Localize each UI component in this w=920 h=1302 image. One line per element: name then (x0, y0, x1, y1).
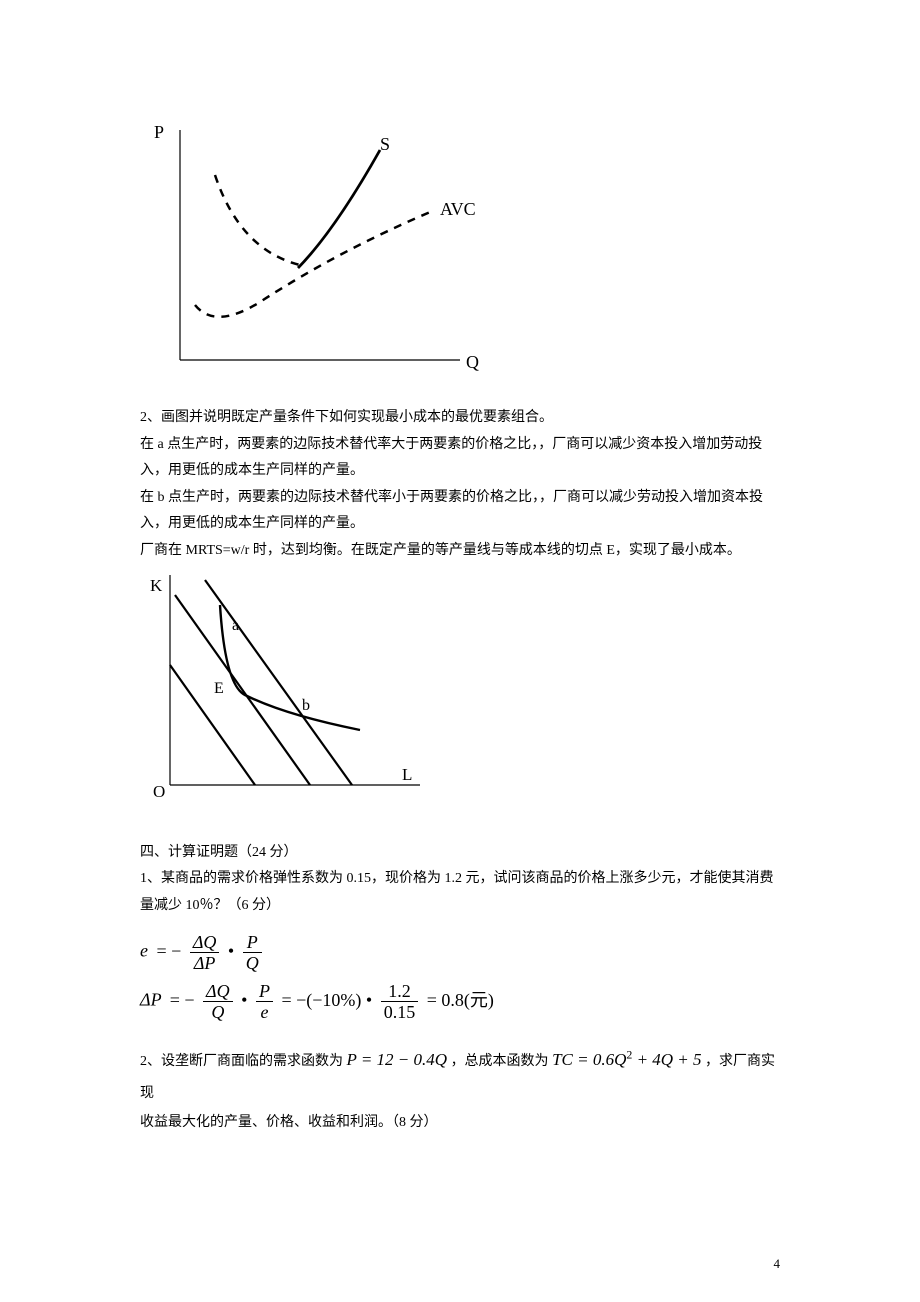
q2-calc-line1: 2、设垄断厂商面临的需求函数为 P = 12 − 0.4Q ，总成本函数为 TC… (140, 1041, 780, 1109)
point-b-label: b (302, 697, 310, 714)
eq2-f1-den: Q (203, 1002, 233, 1021)
eq2-frac-3: 1.2 0.15 (381, 982, 419, 1021)
supply-avc-svg: P Q S AVC (140, 120, 500, 380)
eq2-lhs: ΔP (140, 990, 161, 1010)
eq2-frac-1: ΔQ Q (203, 982, 233, 1021)
avc-label: AVC (440, 199, 476, 219)
diagram-supply-avc: P Q S AVC (140, 120, 780, 385)
eq1-f2-den: Q (243, 953, 262, 972)
isocost-2 (175, 595, 310, 785)
eq2-f3-den: 0.15 (381, 1002, 419, 1021)
eq2-tail: = 0.8(元) (423, 990, 494, 1010)
eq1-f1-num: ΔQ (190, 933, 220, 953)
equation-block-1: e = − ΔQ ΔP • P Q ΔP = − ΔQ Q • P e (140, 933, 780, 1021)
p-axis-label: P (154, 122, 164, 142)
eq1-f2-num: P (243, 933, 262, 953)
isocost-3 (205, 580, 352, 785)
eq1-lhs: e (140, 941, 148, 961)
s-curve (298, 150, 380, 268)
eq1-f1-den: ΔP (190, 953, 220, 972)
q2-line-a: 在 a 点生产时，两要素的边际技术替代率大于两要素的价格之比，，厂商可以减少资本… (140, 432, 780, 485)
eq2-f2-den: e (256, 1002, 273, 1021)
eq2-f1-num: ΔQ (203, 982, 233, 1002)
eq2-eq-neg: = − (166, 990, 199, 1010)
diagram-isoquant: K O L a E b (140, 575, 780, 810)
q2-calc-eq2: TC = 0.6Q2 + 4Q + 5 (552, 1050, 701, 1069)
point-e-label: E (214, 680, 224, 697)
q2-calc-eq1: P = 12 − 0.4Q (347, 1050, 448, 1069)
document-page: P Q S AVC 2、画图并说明既定产量条件下如何实现最小成本的最优要素组合。… (0, 0, 920, 1302)
q2-prompt: 2、画图并说明既定产量条件下如何实现最小成本的最优要素组合。 (140, 405, 780, 432)
o-label: O (153, 782, 165, 801)
eq2-mid: = −(−10%) • (277, 990, 376, 1010)
l-label: L (402, 765, 412, 784)
point-a-label: a (232, 617, 239, 634)
q2-line-b: 在 b 点生产时，两要素的边际技术替代率小于两要素的价格之比，，厂商可以减少劳动… (140, 485, 780, 538)
page-number: 4 (774, 1256, 781, 1272)
q2-calc-line2: 收益最大化的产量、价格、收益和利润。（8 分） (140, 1110, 780, 1137)
q2-calc-mid: ，总成本函数为 (451, 1054, 549, 1069)
eq2-f3-num: 1.2 (381, 982, 419, 1002)
eq2-frac-2: P e (256, 982, 273, 1021)
eq1-frac-1: ΔQ ΔP (190, 933, 220, 972)
k-label: K (150, 576, 163, 595)
q-axis-label: Q (466, 352, 479, 372)
isoquant-svg: K O L a E b (140, 575, 440, 805)
eq-line-1: e = − ΔQ ΔP • P Q (140, 933, 780, 972)
eq2-f2-num: P (256, 982, 273, 1002)
isocost-1 (170, 665, 255, 785)
eq1-eq-neg: = − (153, 941, 186, 961)
eq-line-2: ΔP = − ΔQ Q • P e = −(−10%) • 1.2 0.15 =… (140, 982, 780, 1021)
q2-line-c: 厂商在 MRTS=w/r 时，达到均衡。在既定产量的等产量线与等成本线的切点 E… (140, 538, 780, 565)
eq2-dot1: • (237, 990, 251, 1010)
avc-curve (195, 210, 435, 317)
section4-title: 四、计算证明题（24 分） (140, 840, 780, 867)
q1-calc-text: 1、某商品的需求价格弹性系数为 0.15，现价格为 1.2 元，试问该商品的价格… (140, 866, 780, 919)
isoquant-curve (220, 605, 360, 730)
s-label: S (380, 134, 390, 154)
eq1-dot: • (224, 941, 238, 961)
q2-calc-prefix: 2、设垄断厂商面临的需求函数为 (140, 1054, 343, 1069)
mc-dashed-branch (215, 175, 300, 265)
eq1-frac-2: P Q (243, 933, 262, 972)
